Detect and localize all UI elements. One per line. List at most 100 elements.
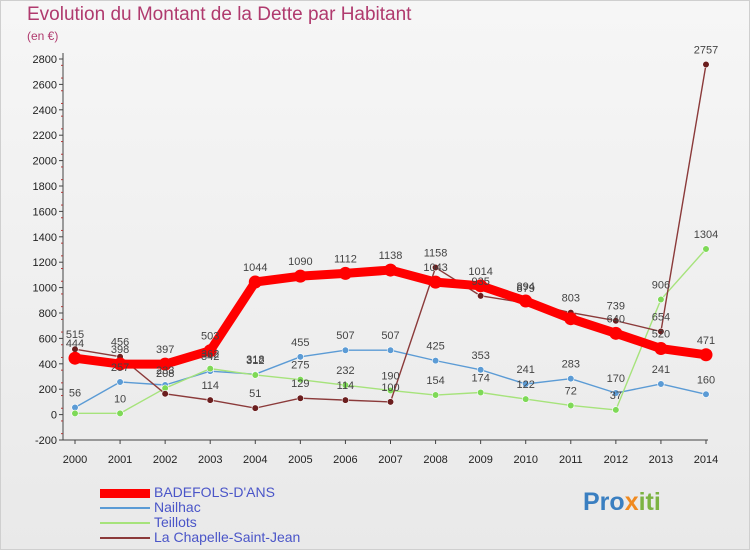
y-tick-label: 1600 [33,206,57,218]
data-label: 1090 [288,256,312,268]
logo-part-1: Pro [583,488,625,516]
data-label: 1043 [423,262,447,274]
data-label: 275 [291,360,309,372]
series-2-point [341,381,350,389]
data-label: 170 [607,373,625,385]
series-3-point [657,327,665,336]
x-tick-label: 2009 [468,454,492,466]
series-2-point [431,391,440,399]
series-0-point [519,294,533,308]
data-label: 190 [381,370,399,382]
chart-unit-label: (en €) [27,29,59,43]
data-label: 312 [246,355,264,367]
data-label: 654 [652,312,670,324]
series-3-point [431,263,440,272]
series-2-point [567,401,575,410]
series-0-point [158,357,172,371]
series-0-point [564,312,578,326]
series-0-point [609,326,623,340]
series-0-point [338,266,352,280]
data-label: 160 [697,374,715,386]
data-label: 640 [607,313,625,325]
data-label: 879 [517,283,535,295]
series-1-point [296,353,304,361]
series-1-point [386,346,395,354]
legend-swatch [100,522,150,524]
series-1-point [341,346,350,354]
x-tick-label: 2006 [333,454,357,466]
y-tick-label: 2000 [33,156,57,168]
data-label: 425 [426,341,444,353]
data-label: 56 [69,387,81,399]
x-tick-label: 2002 [153,454,177,466]
data-label: 362 [201,349,219,361]
y-tick-label: 0 [51,410,57,422]
data-label: 935 [471,276,489,288]
series-2-point [206,365,214,373]
logo-part-3: iti [638,488,661,516]
legend-label: Teillots [154,514,197,530]
data-label: 342 [201,351,219,363]
data-label: 318 [246,354,264,366]
data-label: 114 [337,380,355,392]
data-label: 233 [156,365,174,377]
data-label: 283 [562,359,580,371]
series-line-3 [74,63,707,409]
series-1-point [431,357,440,365]
series-1-point [567,375,575,383]
series-0-point [68,351,82,365]
series-1-point [522,380,530,388]
x-tick-label: 2010 [513,454,537,466]
data-label: 2757 [694,44,718,56]
series-0-point [203,344,217,358]
series-1-point [612,389,620,397]
series-0-point [699,348,713,362]
series-3-point [251,404,259,412]
proxiti-logo: Proxiti [583,488,661,517]
y-tick-label: -200 [35,435,57,447]
chart-title: Evolution du Montant de la Dette par Hab… [27,4,412,25]
series-0-point [654,342,668,356]
y-tick-label: 600 [39,333,57,345]
series-1-point [116,378,124,386]
data-label: 1112 [334,253,357,265]
data-label: 241 [652,364,670,376]
y-tick-label: 1800 [33,181,57,193]
data-label: 129 [291,378,309,390]
series-3-point [386,398,395,406]
x-tick-label: 2004 [243,454,267,466]
data-label: 397 [156,344,174,356]
y-tick-label: 1200 [33,257,57,269]
series-2-point [522,395,530,403]
series-2-point [296,376,304,384]
x-tick-label: 2001 [108,454,132,466]
series-3-point [296,394,304,402]
x-tick-label: 2008 [423,454,447,466]
data-label: 114 [201,380,219,392]
data-label: 906 [652,280,670,292]
legend-swatch [100,488,150,498]
data-label: 507 [336,330,354,342]
series-0-point [474,279,488,293]
series-3-point [612,317,620,325]
y-tick-label: 1000 [33,283,57,295]
data-label: 398 [111,344,129,356]
x-tick-label: 2005 [288,454,312,466]
data-label: 739 [607,301,625,313]
legend-label: BADEFOLS-D'ANS [154,484,275,500]
series-2-point [71,409,79,417]
x-tick-label: 2011 [559,454,583,466]
series-1-point [657,380,665,388]
series-3-point [206,396,214,404]
x-tick-label: 2014 [694,454,718,466]
series-3-point [161,390,169,398]
series-3-point [341,396,350,404]
data-label: 72 [565,385,577,397]
series-2-point [657,295,665,304]
data-label: 894 [517,281,535,293]
x-tick-label: 2007 [378,454,402,466]
y-tick-label: 2400 [33,105,57,117]
data-label: 1014 [468,266,492,278]
data-label: 455 [291,337,309,349]
series-2-point [612,406,620,414]
